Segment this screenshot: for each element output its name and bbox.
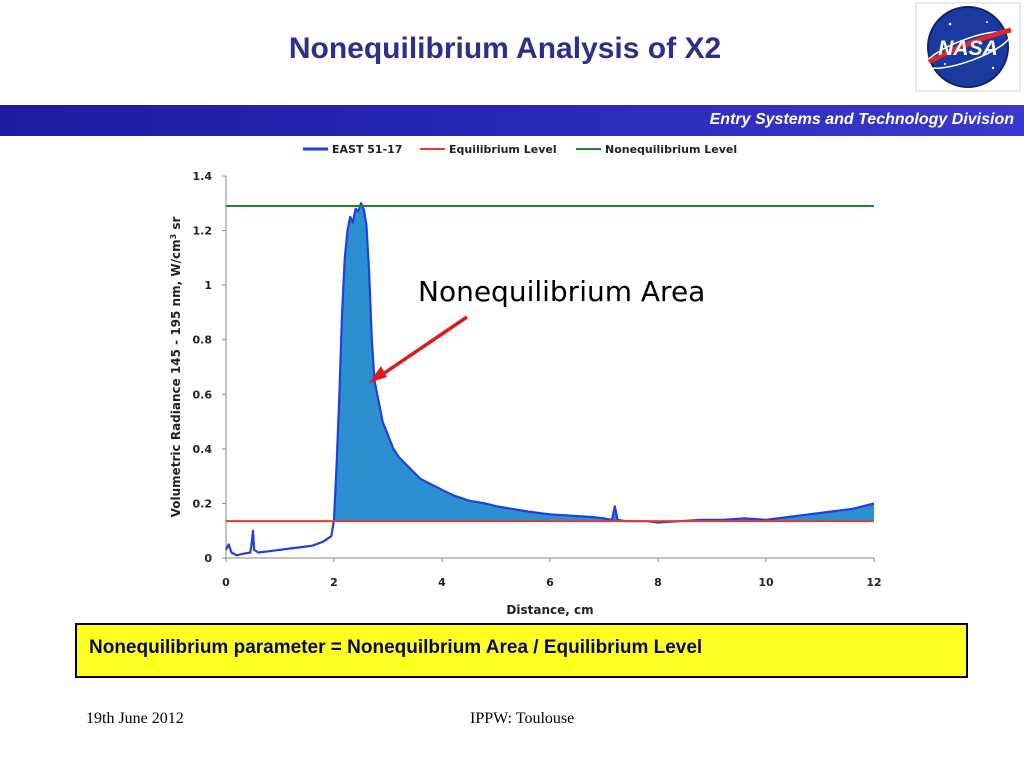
chart-svg: EAST 51-17 Equilibrium Level Nonequilibr… xyxy=(169,143,882,617)
x-tick-label: 12 xyxy=(866,576,881,589)
division-banner: Entry Systems and Technology Division xyxy=(0,105,1024,136)
y-axis-title: Volumetric Radiance 145 - 195 nm, W/cm3 … xyxy=(169,217,183,518)
x-axis-title: Distance, cm xyxy=(506,603,593,617)
y-tick-label: 0.4 xyxy=(193,443,213,456)
x-tick-label: 8 xyxy=(654,576,662,589)
y-tick-label: 0 xyxy=(204,552,212,565)
legend: EAST 51-17 Equilibrium Level Nonequilibr… xyxy=(303,143,737,156)
banner-text: Entry Systems and Technology Division xyxy=(709,111,1014,128)
equation-box: Nonequilibrium parameter = Nonequilbrium… xyxy=(75,623,968,678)
logo-text: NASA xyxy=(938,37,998,60)
equation-text: Nonequilibrium parameter = Nonequilbrium… xyxy=(89,637,703,658)
radiance-chart: EAST 51-17 Equilibrium Level Nonequilibr… xyxy=(160,138,890,618)
legend-label-east: EAST 51-17 xyxy=(332,143,402,156)
y-tick-label: 1.2 xyxy=(193,225,213,238)
x-tick-label: 2 xyxy=(330,576,338,589)
y-tick-label: 1 xyxy=(204,279,212,292)
x-ticks: 0 2 4 6 8 10 12 xyxy=(222,558,882,589)
y-tick-label: 1.4 xyxy=(193,170,213,183)
legend-label-equilibrium: Equilibrium Level xyxy=(449,143,557,156)
y-ticks: 0 0.2 0.4 0.6 0.8 1 1.2 1.4 xyxy=(193,170,226,565)
annotation-label: Nonequilibrium Area xyxy=(418,275,705,308)
nasa-logo: NASA xyxy=(915,2,1021,92)
annotation-arrow xyxy=(369,315,468,383)
y-tick-label: 0.2 xyxy=(193,497,213,510)
series-line-east xyxy=(225,202,875,557)
slide-title: Nonequilibrium Analysis of X2 xyxy=(288,32,722,65)
footer-date: 19th June 2012 xyxy=(86,710,184,727)
y-tick-label: 0.8 xyxy=(193,334,213,347)
y-tick-label: 0.6 xyxy=(193,388,213,401)
footer-venue: IPPW: Toulouse xyxy=(470,710,575,727)
x-tick-label: 6 xyxy=(546,576,554,589)
x-tick-label: 4 xyxy=(438,576,446,589)
x-tick-label: 0 xyxy=(222,576,230,589)
x-tick-label: 10 xyxy=(758,576,774,589)
legend-label-nonequilibrium: Nonequilibrium Level xyxy=(605,143,737,156)
nonequilibrium-area xyxy=(334,203,874,522)
